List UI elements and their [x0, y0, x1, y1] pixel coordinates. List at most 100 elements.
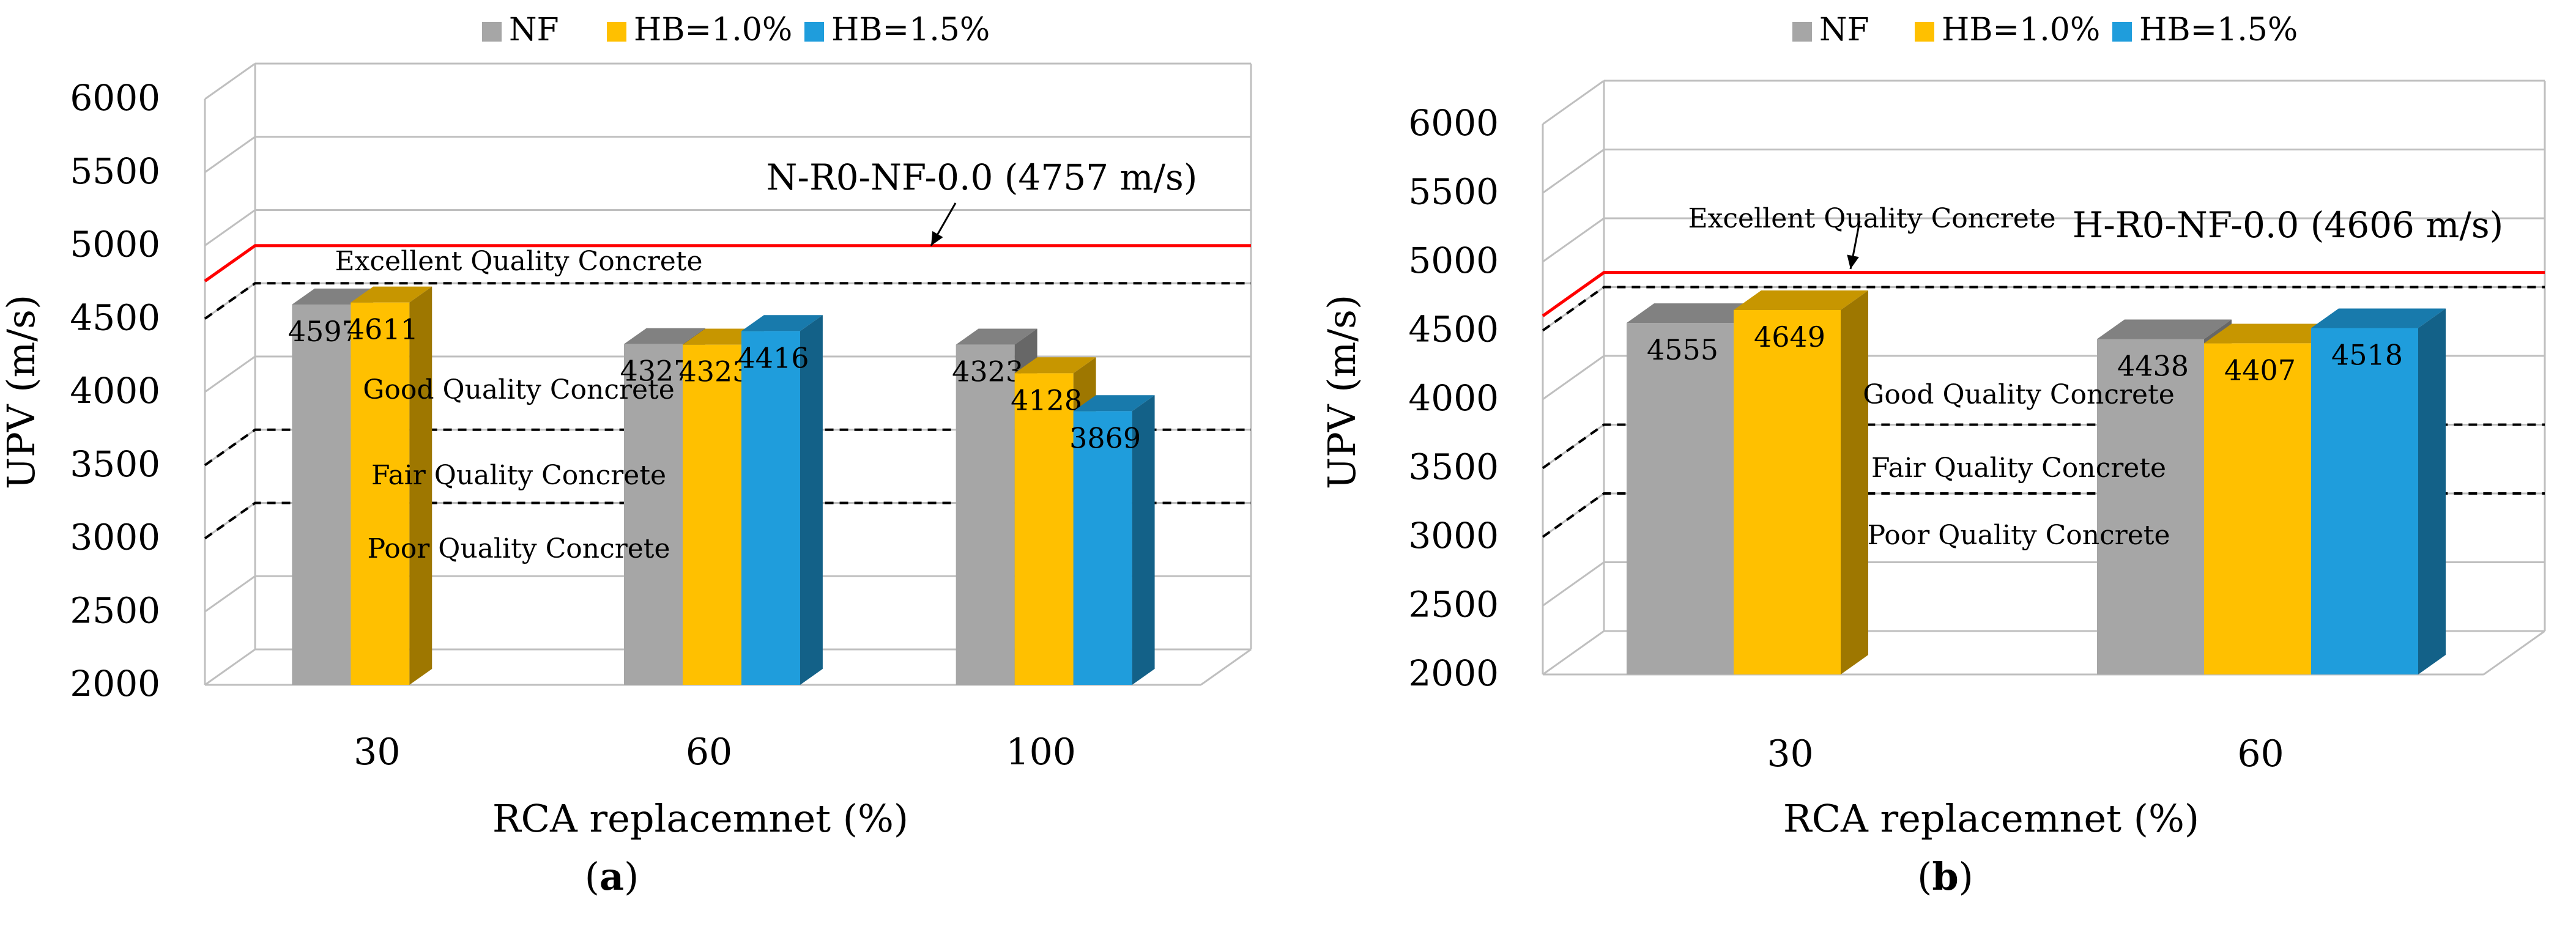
quality-band-label: Fair Quality Concrete [1871, 452, 2166, 484]
x-tick-label: 30 [1767, 733, 1813, 775]
gridline-side [204, 648, 256, 686]
reference-arrow-head [931, 231, 943, 246]
quality-band-label: Poor Quality Concrete [367, 533, 670, 564]
y-tick-label: 5000 [1408, 240, 1499, 281]
quality-band-label: Good Quality Concrete [363, 374, 675, 405]
quality-band-label: Excellent Quality Concrete [1688, 203, 2055, 234]
chart-panel-b: NF HB=1.0% HB=1.5% 2000 2500 3000 3500 4000 4500… [1320, 12, 2546, 899]
gridline-side [204, 62, 256, 100]
legend-swatch [1915, 22, 1934, 42]
bar-front [624, 344, 683, 685]
y-tick-label: 3500 [70, 443, 160, 485]
bar-front [956, 344, 1015, 685]
data-label: 4611 [347, 313, 418, 346]
reference-arrow-head [1847, 254, 1859, 269]
y-tick-label: 3000 [70, 517, 160, 558]
y-axis-title: UPV (m/s) [1320, 295, 1364, 489]
legend-swatch [1792, 22, 1812, 42]
y-tick-label: 3500 [1408, 446, 1499, 488]
bar-top [2097, 319, 2232, 339]
y-tick-label: 2000 [70, 663, 160, 704]
floor-right-edge [2483, 630, 2545, 676]
bar-top [2311, 308, 2446, 328]
quality-threshold-line [1542, 423, 2545, 470]
data-label: 4649 [1754, 320, 1825, 353]
gridline-side [1542, 355, 1605, 401]
y-tick-label: 4000 [70, 370, 160, 412]
y-tick-label: 4500 [1408, 309, 1499, 350]
legend-swatch [804, 22, 824, 42]
data-label: 4327 [620, 355, 691, 388]
bar-top [624, 328, 705, 344]
y-tick-label: 5000 [70, 224, 160, 265]
y-tick-label: 2500 [70, 589, 160, 631]
bar-front [292, 305, 351, 685]
reference-line-label: H-R0-NF-0.0 (4606 m/s) [2073, 204, 2504, 246]
gridline-side [1542, 561, 1605, 607]
x-tick-label: 60 [2237, 733, 2284, 775]
legend-label: HB=1.0% [634, 12, 792, 48]
bar: 4611 [347, 286, 432, 685]
quality-band-label: Poor Quality Concrete [1867, 520, 2170, 551]
gridline-side [1542, 630, 1605, 676]
bar-front [2311, 328, 2418, 674]
bar: 3869 [1069, 395, 1155, 685]
legend-swatch [607, 22, 626, 42]
bar-front [1073, 411, 1132, 685]
floor-right-edge [1200, 648, 1252, 686]
bar-front [1627, 323, 1734, 674]
bar-front [741, 331, 800, 685]
gridline-side [204, 136, 256, 173]
bar-top [1734, 290, 1868, 310]
y-tick-label: 4000 [1408, 377, 1499, 419]
bar: 4518 [2311, 308, 2446, 674]
data-label: 4407 [2224, 353, 2296, 386]
legend-label: NF [1819, 12, 1869, 48]
legend-label: HB=1.0% [1942, 12, 2100, 48]
bar: 4407 [2204, 323, 2339, 674]
bar: 4128 [1011, 357, 1096, 685]
gridline-side [1542, 217, 1605, 263]
data-label: 4128 [1011, 383, 1082, 416]
gridline-side [204, 575, 256, 613]
y-tick-label: 5500 [70, 150, 160, 192]
legend: NF HB=1.0% HB=1.5% [482, 12, 990, 48]
data-label: 4518 [2331, 338, 2403, 371]
quality-band-label: Good Quality Concrete [1863, 379, 2175, 410]
bar-side [1841, 290, 1868, 674]
x-axis-title: RCA replacemnet (%) [1783, 796, 2199, 841]
bar-front [2204, 343, 2311, 674]
bar-top [1627, 303, 1761, 323]
y-tick-label: 2000 [1408, 652, 1499, 694]
legend-label: HB=1.5% [831, 12, 990, 48]
bar-front [683, 344, 741, 685]
y-tick-label: 4500 [70, 297, 160, 338]
bar-top [1014, 357, 1096, 374]
bar-top [741, 315, 823, 331]
bar-top [1073, 395, 1155, 412]
reference-line [1542, 271, 2545, 317]
quality-threshold-line [1542, 492, 2545, 538]
quality-band-label: Fair Quality Concrete [371, 460, 666, 491]
bar-top [2204, 323, 2339, 344]
panel-label: (b) [1917, 854, 1973, 899]
bar-top [956, 328, 1037, 345]
bar-top [292, 288, 374, 305]
data-label: 3869 [1069, 421, 1141, 454]
data-label: 4597 [288, 315, 360, 348]
data-label: 4416 [737, 341, 809, 374]
y-axis-title: UPV (m/s) [0, 295, 43, 489]
bar-front [2097, 339, 2204, 674]
data-label: 4555 [1647, 333, 1718, 366]
legend-label: NF [509, 12, 559, 48]
gridline-side [204, 355, 256, 393]
bar-front [351, 302, 410, 685]
bar-side [1132, 395, 1155, 685]
x-tick-label: 60 [686, 731, 732, 774]
gridline-side [1542, 149, 1605, 194]
bar: 4416 [737, 315, 823, 685]
gridline-side [1542, 79, 1605, 125]
legend-swatch [2112, 22, 2132, 42]
quality-threshold-line [204, 428, 1251, 467]
